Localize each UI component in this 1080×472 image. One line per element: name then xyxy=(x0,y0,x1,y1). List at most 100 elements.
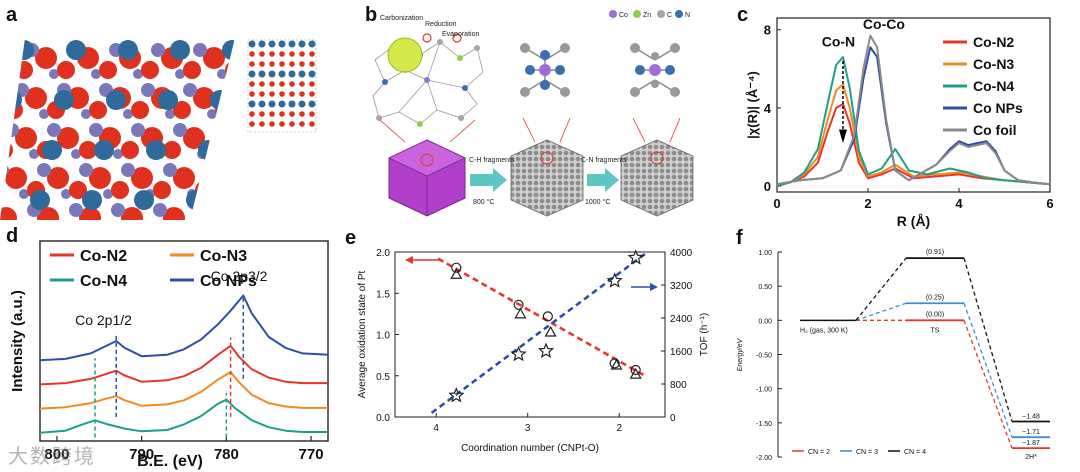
side-view-atom xyxy=(278,70,286,78)
side-view-atom xyxy=(249,61,255,67)
metal-atom xyxy=(215,123,229,137)
legend-n-label: N xyxy=(685,12,690,19)
circle-marker xyxy=(513,299,524,310)
oxygen-atom xyxy=(15,127,37,149)
y-axis-label: Average oxidation state of Pt xyxy=(357,270,368,398)
metal-atom xyxy=(91,69,101,79)
metal-atom xyxy=(81,109,91,119)
series-line xyxy=(776,103,1051,188)
legend-label: Co foil xyxy=(973,122,1017,138)
co-n-molecule-2 xyxy=(630,43,680,97)
oxygen-atom xyxy=(195,181,213,199)
metal-atom xyxy=(121,163,135,177)
oxygen-atom xyxy=(121,207,143,220)
y-tick-label: 1.5 xyxy=(376,289,390,300)
y-tick-label: -0.50 xyxy=(756,353,772,360)
cobalt-atom xyxy=(106,90,126,110)
metal-atom xyxy=(175,69,185,79)
side-view-atom xyxy=(268,40,276,48)
cobalt-atom xyxy=(134,190,154,210)
side-view-atom xyxy=(309,81,315,87)
cobalt-atom xyxy=(198,140,218,160)
metal-atom xyxy=(47,123,61,137)
panel-a: a xyxy=(0,0,340,225)
legend-co-dot xyxy=(609,10,617,18)
cobalt-atom xyxy=(66,40,86,60)
legend-c-label: C xyxy=(667,12,672,19)
oxygen-atom xyxy=(173,101,191,119)
ts-energy-label: (0.25) xyxy=(926,294,944,301)
side-view-atom xyxy=(309,61,315,67)
side-view-atom xyxy=(279,111,285,117)
plot-frame xyxy=(776,17,1051,193)
oxygen-atom xyxy=(215,167,235,189)
watermark: 大数跨境 xyxy=(8,444,96,468)
legend-label: CN = 4 xyxy=(904,449,926,456)
x-tick-label: 780 xyxy=(214,446,239,463)
oxygen-atom xyxy=(111,181,129,199)
path-rise xyxy=(855,257,907,321)
cobalt-atom xyxy=(94,140,114,160)
side-view-atom xyxy=(289,51,295,57)
reduction-marker xyxy=(422,33,432,43)
metal-atom xyxy=(141,83,155,97)
cobalt-atom xyxy=(118,40,138,60)
metal-atom xyxy=(113,149,123,159)
arrow-800-top-label: C-H fragments xyxy=(469,157,515,164)
y-tick-label: 0.50 xyxy=(758,284,772,291)
star-marker xyxy=(537,342,555,358)
y2-tick-label: 4000 xyxy=(670,248,693,259)
metal-atom xyxy=(19,189,29,199)
side-view-atom xyxy=(279,81,285,87)
x-tick-label: 790 xyxy=(129,446,154,463)
triangle-marker xyxy=(450,268,463,279)
y-tick-label: 0.5 xyxy=(376,372,390,383)
oxygen-atom xyxy=(131,167,153,189)
y-axis-label: |χ(R)| (Å⁻⁴) xyxy=(745,71,760,139)
side-view-atom xyxy=(298,40,306,48)
side-view-atom xyxy=(249,81,255,87)
side-view-atom xyxy=(298,100,306,108)
oxygen-atom xyxy=(153,181,171,199)
side-view-atom xyxy=(259,81,265,87)
legend-label: Co-N4 xyxy=(80,273,127,290)
oxygen-atom xyxy=(89,167,111,189)
oxygen-atom xyxy=(5,167,27,189)
x-tick-label: 0 xyxy=(773,196,780,211)
oxygen-atom xyxy=(0,141,13,159)
metal-atom xyxy=(173,123,187,137)
side-view-atom xyxy=(288,40,296,48)
panel-b-label: b xyxy=(365,4,378,26)
y-tick-label: 8 xyxy=(764,23,771,38)
side-view-atom xyxy=(289,81,295,87)
oxygen-atom xyxy=(193,87,215,109)
oxygen-atom xyxy=(15,61,33,79)
side-view-atom xyxy=(269,81,275,87)
legend-label: Co-N3 xyxy=(200,248,247,265)
legend-label: Co-N4 xyxy=(973,78,1014,94)
panel-a-lattice xyxy=(0,40,235,220)
side-view-atom xyxy=(259,91,265,97)
y-tick-label: -2.00 xyxy=(756,455,772,462)
metal-atom xyxy=(49,69,59,79)
chart-d-xps: 800 790 780 770 B.E. (eV) Intensity (a.u.) Co … xyxy=(9,240,329,470)
y-tick-label: 4 xyxy=(764,101,772,116)
cobalt-atom xyxy=(30,190,50,210)
step-carbonization: Carbonization xyxy=(380,15,423,22)
panel-c: c 0 2 4 6 0 4 8 R (Å) |χ(R)| (Å⁻⁴) Co-N2 Co-N3 Co-N… xyxy=(735,0,1080,230)
oxygen-atom xyxy=(173,167,195,189)
legend-label: Co NPs xyxy=(200,273,257,290)
y-tick-label: 2.0 xyxy=(376,248,390,259)
oxygen-atom xyxy=(89,101,107,119)
x-axis-label: B.E. (eV) xyxy=(137,453,203,470)
metal-atom xyxy=(103,189,113,199)
side-view-atom xyxy=(289,61,295,67)
side-view-atom xyxy=(279,61,285,67)
series-line xyxy=(776,56,1051,188)
circle-marker xyxy=(451,262,462,273)
side-view-atom xyxy=(248,100,256,108)
legend-n-dot xyxy=(675,10,683,18)
legend-label: Co-N3 xyxy=(973,56,1014,72)
annotation-co-2p32: Co 2p3/2 xyxy=(211,268,268,284)
cobalt-atom xyxy=(186,190,206,210)
